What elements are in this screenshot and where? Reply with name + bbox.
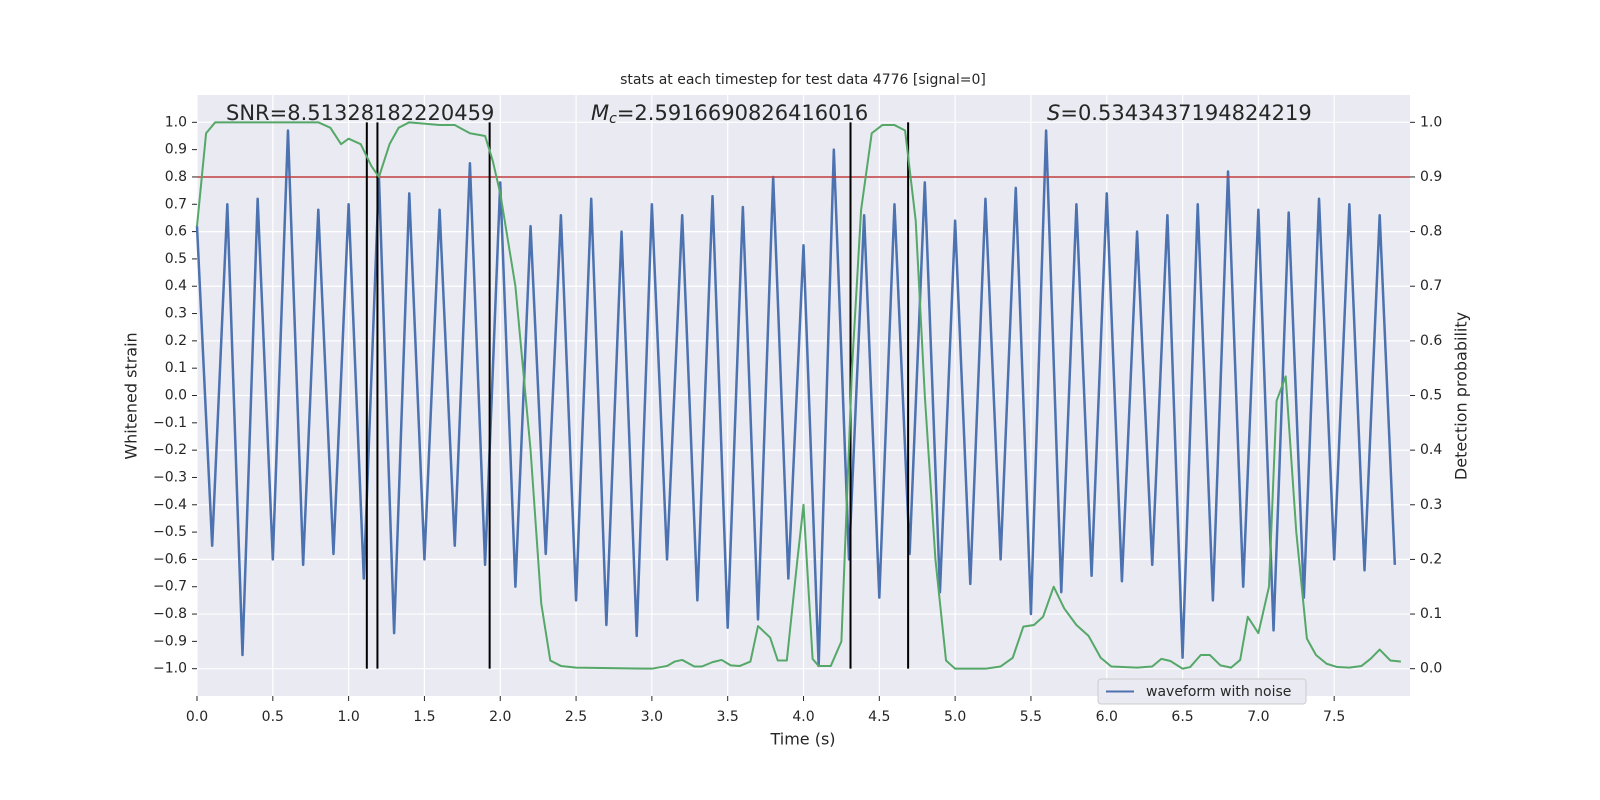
y-tick-label: −0.3 bbox=[153, 469, 187, 485]
annotation-symbol: S bbox=[1047, 101, 1060, 125]
y-axis-label: Whitened strain bbox=[122, 332, 141, 459]
annotation: S=0.5343437194824219 bbox=[1047, 101, 1312, 125]
y2-tick-label: 0.0 bbox=[1420, 661, 1442, 677]
x-tick-label: 5.0 bbox=[944, 709, 966, 725]
y-tick-label: 0.0 bbox=[165, 388, 187, 404]
y2-tick-label: 0.9 bbox=[1420, 169, 1442, 185]
y2-tick-label: 0.2 bbox=[1420, 551, 1442, 567]
probability-line bbox=[196, 121, 1402, 670]
x-tick-label: 6.5 bbox=[1171, 709, 1193, 725]
y-tick-label: −0.2 bbox=[153, 442, 187, 458]
legend-box bbox=[1097, 678, 1307, 705]
y-tick-label: 0.1 bbox=[165, 360, 187, 376]
x-tick-label: 6.0 bbox=[1096, 709, 1118, 725]
y-tick-label: 0.5 bbox=[165, 251, 187, 267]
y-tick-label: 0.4 bbox=[165, 278, 187, 294]
y-tick-label: −0.9 bbox=[153, 633, 187, 649]
y2-tick-label: 0.1 bbox=[1420, 606, 1442, 622]
y2-tick-label: 0.4 bbox=[1420, 442, 1442, 458]
x-tick-label: 4.5 bbox=[868, 709, 890, 725]
waveform-line bbox=[195, 129, 1397, 668]
y-tick-label: −0.4 bbox=[153, 497, 187, 513]
x-tick-label: 2.5 bbox=[565, 709, 587, 725]
y-tick-label: 0.9 bbox=[165, 142, 187, 158]
x-tick-label: 0.0 bbox=[186, 709, 208, 725]
chart-title: stats at each timestep for test data 477… bbox=[620, 72, 986, 88]
x-tick-label: 1.0 bbox=[337, 709, 359, 725]
y-tick-label: 0.7 bbox=[165, 196, 187, 212]
x-tick-label: 7.5 bbox=[1323, 709, 1345, 725]
x-tick-label: 5.5 bbox=[1020, 709, 1042, 725]
annotation-subscript: c bbox=[609, 111, 617, 127]
legend: waveform with noise bbox=[1097, 678, 1307, 705]
x-tick-label: 3.5 bbox=[717, 709, 739, 725]
x-tick-label: 7.0 bbox=[1247, 709, 1269, 725]
x-tick-label: 3.0 bbox=[641, 709, 663, 725]
annotation: SNR=8.51328182220459 bbox=[226, 101, 494, 125]
y-tick-label: 1.0 bbox=[165, 114, 187, 130]
y2-tick-label: 1.0 bbox=[1420, 114, 1442, 130]
annotation-text: =2.5916690826416016 bbox=[617, 101, 868, 125]
annotation: Mc=2.5916690826416016 bbox=[591, 101, 868, 127]
x-tick-label: 1.5 bbox=[413, 709, 435, 725]
y2-tick-label: 0.5 bbox=[1420, 388, 1442, 404]
x-tick-label: 2.0 bbox=[489, 709, 511, 725]
y2-tick-label: 0.6 bbox=[1420, 333, 1442, 349]
y-tick-label: 0.6 bbox=[165, 224, 187, 240]
y-tick-label: −0.5 bbox=[153, 524, 187, 540]
legend-label: waveform with noise bbox=[1146, 684, 1291, 700]
annotation-text: SNR=8.51328182220459 bbox=[226, 101, 494, 125]
y-tick-label: 0.8 bbox=[165, 169, 187, 185]
y2-axis-label: Detection probability bbox=[1452, 312, 1471, 480]
x-axis-label: Time (s) bbox=[769, 730, 835, 749]
y-tick-label: −1.0 bbox=[153, 661, 187, 677]
y2-tick-label: 0.7 bbox=[1420, 278, 1442, 294]
x-tick-label: 0.5 bbox=[262, 709, 284, 725]
y-tick-label: −0.1 bbox=[153, 415, 187, 431]
y2-tick-label: 0.3 bbox=[1420, 497, 1442, 513]
y2-tick-label: 0.8 bbox=[1420, 224, 1442, 240]
y-tick-label: −0.8 bbox=[153, 606, 187, 622]
y-tick-label: −0.6 bbox=[153, 551, 187, 567]
annotation-symbol: M bbox=[591, 101, 609, 125]
y-tick-label: 0.3 bbox=[165, 306, 187, 322]
y-tick-label: −0.7 bbox=[153, 579, 187, 595]
y-tick-label: 0.2 bbox=[165, 333, 187, 349]
x-tick-label: 4.0 bbox=[792, 709, 814, 725]
annotation-text: =0.5343437194824219 bbox=[1060, 101, 1311, 125]
